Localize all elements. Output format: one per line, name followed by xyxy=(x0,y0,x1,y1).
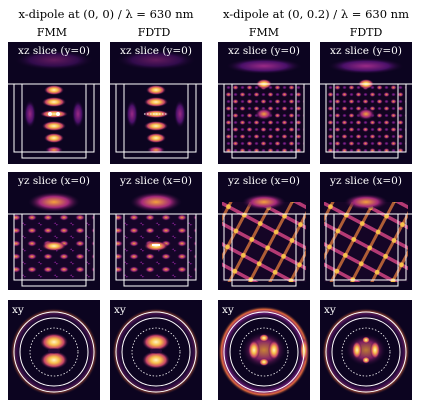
middle-ring xyxy=(229,317,299,387)
outer-ring xyxy=(13,311,95,393)
panel-label: xz slice (y=0) xyxy=(18,45,90,57)
panel-label: xz slice (y=0) xyxy=(120,45,192,57)
panel-label: xy xyxy=(324,304,336,316)
panel-label: yz slice (x=0) xyxy=(227,175,300,187)
structure-outline xyxy=(218,213,310,287)
outer-ring xyxy=(325,311,407,393)
panel-xy-left-fmm: xy xyxy=(8,300,100,400)
inner-ring xyxy=(29,327,79,377)
outer-ring xyxy=(115,311,197,393)
panel-yz-right-fmm: yz slice (x=0) xyxy=(218,172,310,290)
panel-label: xy xyxy=(114,304,126,316)
column-label-left-fdtd: FDTD xyxy=(138,26,171,39)
middle-ring xyxy=(19,317,89,387)
inner-ring xyxy=(239,327,289,377)
panel-yz-left-fdtd: yz slice (x=0) xyxy=(110,172,202,290)
inner-ring xyxy=(341,327,391,377)
panel-xz-right-fmm: xz slice (y=0) xyxy=(218,42,310,164)
panel-label: yz slice (x=0) xyxy=(329,175,402,187)
panel-xy-left-fdtd: xy xyxy=(110,300,202,400)
panel-label: xy xyxy=(222,304,234,316)
panel-xy-right-fmm: xy xyxy=(218,300,310,400)
outer-ring xyxy=(223,311,305,393)
panel-yz-right-fdtd: yz slice (x=0) xyxy=(320,172,412,290)
column-label-right-fmm: FMM xyxy=(249,26,279,39)
structure-outline xyxy=(8,213,100,287)
structure-outline xyxy=(110,83,202,159)
panel-label: xy xyxy=(12,304,24,316)
group-title-right: x-dipole at (0, 0.2) / λ = 630 nm xyxy=(223,7,409,21)
panel-yz-left-fmm: yz slice (x=0) xyxy=(8,172,100,290)
structure-outline xyxy=(110,213,202,287)
panel-label: yz slice (x=0) xyxy=(119,175,192,187)
column-label-right-fdtd: FDTD xyxy=(350,26,383,39)
group-title-left: x-dipole at (0, 0) / λ = 630 nm xyxy=(18,7,193,21)
structure-outline xyxy=(8,83,100,159)
middle-ring xyxy=(331,317,401,387)
panel-xz-left-fmm: xz slice (y=0) xyxy=(8,42,100,164)
panel-label: xz slice (y=0) xyxy=(228,45,300,57)
panel-xz-left-fdtd: xz slice (y=0) xyxy=(110,42,202,164)
structure-outline xyxy=(320,213,412,287)
panel-label: yz slice (x=0) xyxy=(17,175,90,187)
panel-xy-right-fdtd: xy xyxy=(320,300,412,400)
inner-ring xyxy=(131,327,181,377)
panel-xz-right-fdtd: xz slice (y=0) xyxy=(320,42,412,164)
structure-outline xyxy=(320,83,412,159)
panel-label: xz slice (y=0) xyxy=(330,45,402,57)
structure-outline xyxy=(218,83,310,159)
field-lobes xyxy=(24,85,84,154)
column-label-left-fmm: FMM xyxy=(37,26,67,39)
middle-ring xyxy=(121,317,191,387)
